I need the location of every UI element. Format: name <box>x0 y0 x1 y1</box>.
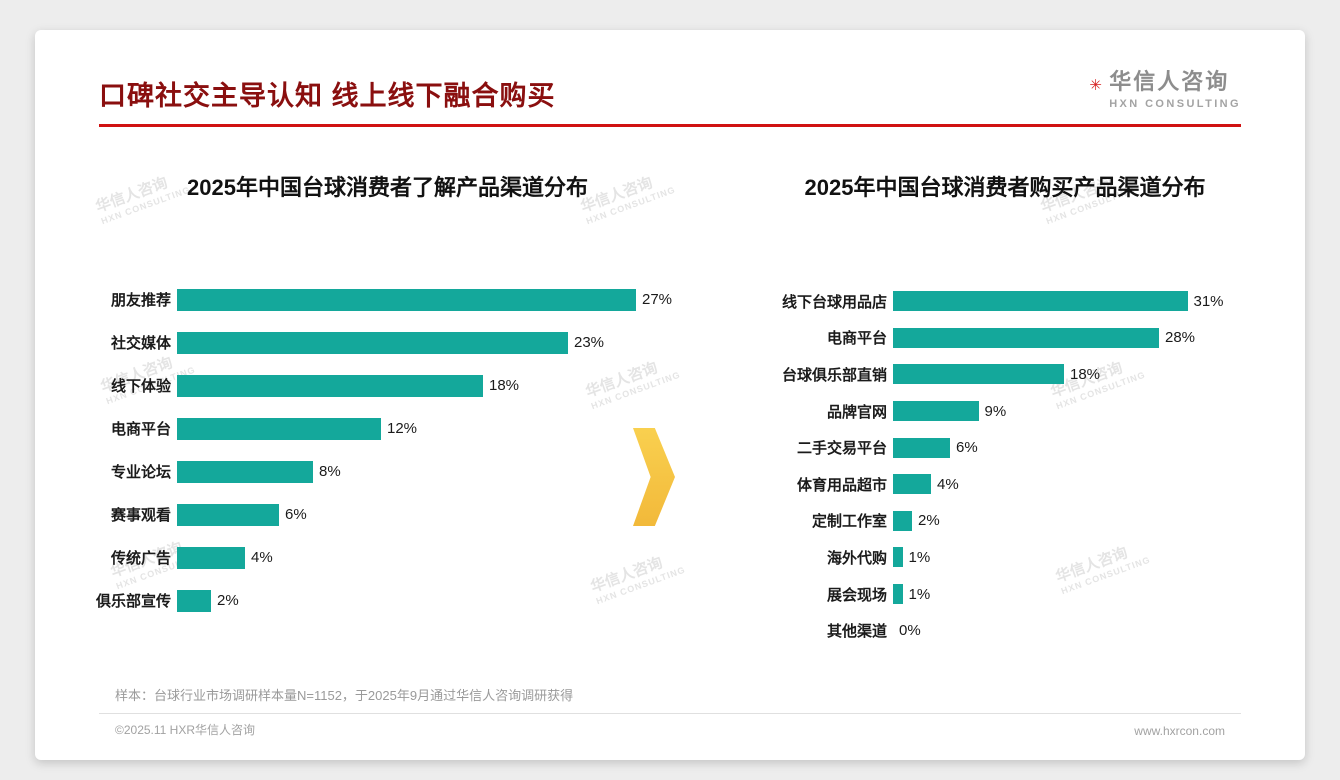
category-label: 展会现场 <box>826 586 887 604</box>
bar <box>893 474 931 495</box>
bar-row: 传统广告 4% <box>65 536 710 579</box>
footer-divider <box>99 713 1241 714</box>
bar-row: 朋友推荐 27% <box>65 278 710 321</box>
bar-row: 专业论坛 8% <box>65 450 710 493</box>
bar-row: 台球俱乐部直销 18% <box>750 356 1260 393</box>
bar <box>893 510 912 531</box>
bar-row: 其他渠道 0% <box>750 612 1260 649</box>
value-label: 0% <box>899 622 921 640</box>
purchase-channel-chart: 2025年中国台球消费者购买产品渠道分布 线下台球用品店 31% 电商平台 28% 台球… <box>750 170 1260 640</box>
category-label: 线下台球用品店 <box>781 293 887 311</box>
bar-row: 品牌官网 9% <box>750 393 1260 430</box>
value-label: 4% <box>251 549 273 566</box>
bar <box>893 291 1188 312</box>
value-label: 4% <box>937 475 959 493</box>
value-label: 2% <box>217 592 239 609</box>
bar <box>177 331 568 354</box>
category-label: 线下体验 <box>110 378 171 395</box>
category-label: 传统广告 <box>110 550 171 567</box>
bar-row: 线下体验 18% <box>65 364 710 407</box>
bar-row: 社交媒体 23% <box>65 321 710 364</box>
value-label: 6% <box>956 439 978 457</box>
bar-row: 赛事观看 6% <box>65 493 710 536</box>
value-label: 9% <box>984 402 1007 420</box>
category-label: 品牌官网 <box>826 403 887 421</box>
category-label: 社交媒体 <box>110 335 171 352</box>
bar-rows: 朋友推荐 27% 社交媒体 23% 线下体验 18% 电商平台 12% 专业论坛 8% 赛事观看 6%… <box>65 278 710 622</box>
logo-mark-icon: ✳ <box>1089 77 1102 94</box>
company-logo: ✳ 华信人咨询 HXN CONSULTING <box>1089 64 1241 110</box>
value-label: 12% <box>387 420 418 437</box>
category-label: 体育用品超市 <box>796 476 887 494</box>
value-label: 27% <box>642 291 673 308</box>
chart-title: 2025年中国台球消费者了解产品渠道分布 <box>187 175 588 200</box>
page-title: 口碑社交主导认知 线上线下融合购买 <box>99 81 556 111</box>
value-label: 23% <box>574 334 605 351</box>
bar <box>177 589 211 612</box>
bar <box>177 460 313 483</box>
bar <box>893 547 903 568</box>
bar-row: 电商平台 28% <box>750 320 1260 357</box>
bar <box>177 288 636 311</box>
footer-copyright: ©2025.11 HXR华信人咨询 <box>115 723 255 737</box>
value-label: 18% <box>489 377 520 394</box>
logo-subtitle: HXN CONSULTING <box>1109 98 1241 110</box>
bar-row: 展会现场 1% <box>750 576 1260 613</box>
bar <box>893 401 979 422</box>
bar-row: 线下台球用品店 31% <box>750 283 1260 320</box>
chart-title: 2025年中国台球消费者购买产品渠道分布 <box>804 175 1206 200</box>
title-underline <box>99 124 1241 127</box>
category-label: 专业论坛 <box>110 464 171 481</box>
awareness-channel-chart: 2025年中国台球消费者了解产品渠道分布 朋友推荐 27% 社交媒体 23% 线下体验 1… <box>65 170 710 612</box>
category-label: 俱乐部宣传 <box>95 593 171 610</box>
bar-row: 二手交易平台 6% <box>750 429 1260 466</box>
bar <box>177 546 245 569</box>
value-label: 18% <box>1070 365 1101 383</box>
bar <box>177 503 279 526</box>
bar-row: 电商平台 12% <box>65 407 710 450</box>
sample-note: 样本：台球行业市场调研样本量N=1152，于2025年9月通过华信人咨询调研获得 <box>115 688 574 703</box>
bar <box>177 417 381 440</box>
bar-row: 体育用品超市 4% <box>750 466 1260 503</box>
bar-row: 俱乐部宣传 2% <box>65 579 710 622</box>
value-label: 2% <box>918 512 940 530</box>
category-label: 二手交易平台 <box>796 440 887 458</box>
bar <box>893 584 903 605</box>
slide-card: 口碑社交主导认知 线上线下融合购买 ✳ 华信人咨询 HXN CONSULTING… <box>35 30 1305 760</box>
category-label: 电商平台 <box>110 421 171 438</box>
bar <box>893 437 950 458</box>
value-label: 31% <box>1193 292 1224 310</box>
category-label: 赛事观看 <box>110 507 171 524</box>
logo-name: 华信人咨询 <box>1109 69 1230 94</box>
bar <box>893 327 1159 348</box>
category-label: 其他渠道 <box>826 623 887 641</box>
category-label: 电商平台 <box>826 330 887 348</box>
category-label: 台球俱乐部直销 <box>781 366 887 384</box>
bar <box>177 374 483 397</box>
category-label: 海外代购 <box>826 549 887 567</box>
value-label: 6% <box>285 506 307 523</box>
category-label: 朋友推荐 <box>110 292 171 309</box>
value-label: 1% <box>908 585 931 603</box>
footer-website: www.hxrcon.com <box>1134 724 1225 738</box>
bar-rows: 线下台球用品店 31% 电商平台 28% 台球俱乐部直销 18% 品牌官网 9% 二手交易平台 6… <box>750 283 1260 649</box>
bar-row: 海外代购 1% <box>750 539 1260 576</box>
value-label: 1% <box>908 548 931 566</box>
value-label: 8% <box>319 463 341 480</box>
bar-row: 定制工作室 2% <box>750 503 1260 540</box>
category-label: 定制工作室 <box>811 513 887 531</box>
value-label: 28% <box>1165 329 1196 347</box>
bar <box>893 364 1064 385</box>
